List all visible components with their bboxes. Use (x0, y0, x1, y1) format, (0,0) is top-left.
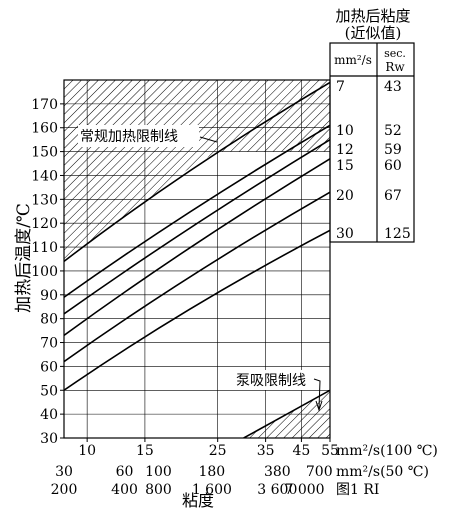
plot-frame (63, 79, 331, 439)
y-tick-label: 80 (40, 312, 58, 328)
table-col2-header-line2: Rw (385, 60, 405, 74)
x-axis-unit-label: mm²/s(100 ℃) (336, 443, 438, 459)
series-line-4 (64, 158, 330, 337)
x-tick-label: 15 (136, 443, 154, 459)
x-tick-label: 180 (198, 464, 225, 480)
y-tick-label: 40 (40, 407, 58, 423)
y-tick-label: 60 (40, 359, 58, 375)
table-cell-mm2s: 10 (336, 123, 354, 139)
x-axis-unit-label: mm²/s(50 ℃) (336, 464, 429, 480)
x-tick-label: 60 (116, 464, 134, 480)
x-tick-label: 7 000 (284, 482, 324, 498)
series-line-2 (64, 124, 330, 298)
x-tick-label: 700 (306, 464, 333, 480)
table-cell-mm2s: 30 (336, 226, 354, 242)
table-cell-rw: 67 (384, 188, 402, 204)
y-tick-label: 90 (40, 288, 58, 304)
table-cell-mm2s: 20 (336, 188, 354, 204)
table-title-line1: 加热后粘度 (335, 7, 410, 25)
y-tick-label: 70 (40, 336, 58, 352)
x-tick-label: 30 (55, 464, 73, 480)
y-tick-label: 160 (31, 121, 58, 137)
x-tick-label: 55 (321, 443, 339, 459)
series-line-3 (64, 138, 330, 315)
table-cell-rw: 43 (384, 79, 402, 95)
viscosity-table: 加热后粘度 (近似值) mm²/s sec. Rw 7 43 10 52 12 59 15 6… (329, 7, 415, 243)
table-cell-rw: 125 (384, 226, 411, 242)
pump-limit-label: 泵吸限制线 (236, 373, 306, 389)
y-tick-label: 140 (31, 168, 58, 184)
table-cell-mm2s: 15 (336, 158, 354, 174)
y-tick-label: 100 (31, 264, 58, 280)
table-title-line2: (近似值) (345, 24, 402, 42)
y-axis-title: 加热后温度/℃ (14, 203, 34, 313)
y-tick-label: 50 (40, 383, 58, 399)
table-rows: 7 43 10 52 12 59 15 60 20 67 30 125 (336, 79, 411, 242)
pump-limit-label-bg (234, 370, 314, 390)
x-axis-title: 粘度 (182, 491, 214, 510)
table-cell-rw: 52 (384, 123, 402, 139)
x-axis-unit-label: 图1 RI (336, 482, 379, 498)
y-tick-label: 110 (31, 240, 58, 256)
heating-limit-leader (199, 136, 218, 143)
y-tick-label: 170 (31, 97, 58, 113)
pump-limit-arrow (315, 400, 323, 412)
table-col2-header-line1: sec. (384, 47, 406, 60)
x-tick-label: 10 (78, 443, 96, 459)
table-cell-rw: 59 (384, 142, 402, 158)
table-cell-mm2s: 12 (336, 142, 354, 158)
y-axis-ticks: 30 40 50 60 70 80 90 100 110 120 130 140 150 160 170 (31, 97, 64, 447)
x-tick-label: 35 (257, 443, 275, 459)
heating-limit-label: 常规加热限制线 (80, 129, 178, 145)
x-tick-label: 45 (292, 443, 310, 459)
x-tick-label: 800 (145, 482, 172, 498)
table-border (329, 42, 415, 243)
series-line-5 (64, 191, 330, 363)
x-tick-label: 25 (209, 443, 227, 459)
y-tick-label: 120 (31, 216, 58, 232)
table-cell-rw: 60 (384, 158, 402, 174)
x-tick-label: 1 600 (192, 482, 232, 498)
y-tick-label: 150 (31, 145, 58, 161)
table-col1-header: mm²/s (334, 53, 372, 67)
series-line-1 (64, 81, 330, 263)
x-tick-label: 380 (264, 464, 291, 480)
pump-limit-line (243, 389, 330, 438)
y-tick-label: 30 (40, 431, 58, 447)
x-tick-label: 100 (145, 464, 172, 480)
y-tick-label: 130 (31, 192, 58, 208)
series-line-6 (64, 229, 330, 391)
x-tick-label: 200 (51, 482, 78, 498)
x-tick-label: 400 (111, 482, 138, 498)
pump-limit-leader (313, 378, 321, 409)
table-cell-mm2s: 7 (336, 79, 345, 95)
viscosity-lines (64, 81, 330, 438)
x-tick-label: 3 600 (257, 482, 297, 498)
heating-limit-label-bg (78, 125, 199, 147)
